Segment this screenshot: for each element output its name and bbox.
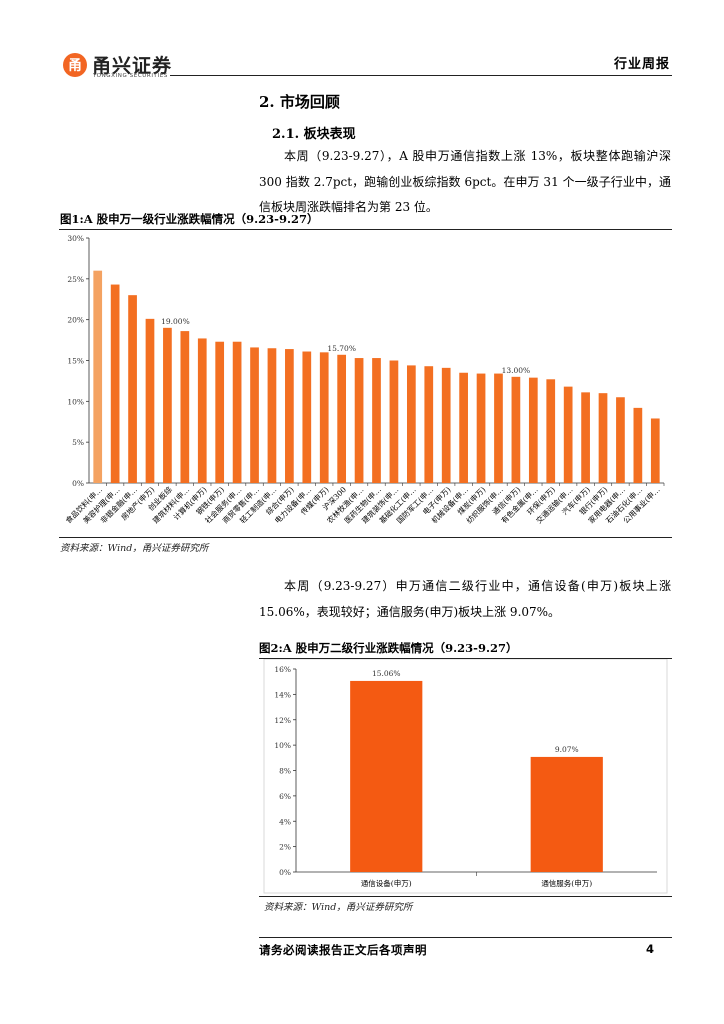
figure1-y-tick-label: 20% (67, 316, 84, 325)
figure1-bar (650, 418, 660, 483)
figure1-bar (581, 392, 590, 483)
figure1-bar (424, 366, 434, 483)
logo-text-en: YONGXING SECURITIES (93, 73, 168, 79)
figure1-bar (250, 347, 259, 483)
figure1-bar (511, 376, 521, 483)
figure1-bar (319, 352, 329, 483)
figure1-bar (563, 386, 573, 483)
figure2-y-tick-label: 4% (279, 817, 291, 826)
figure1-bar (546, 379, 556, 483)
figure2-x-tick-label: 通信设备(申万) (361, 878, 412, 888)
figure2-y-tick-label: 14% (274, 690, 291, 699)
figure2-title: 图2:A 股申万二级行业涨跌幅情况（9.23-9.27） (259, 641, 518, 655)
figure2-y-tick-label: 8% (279, 767, 291, 776)
figure2-chart: 0% 2% 4% 6% 8% 10% 12% 14% 16% 通信设备(申万) 通信服务(申万) 1… (263, 659, 668, 894)
figure1-bar (145, 318, 155, 483)
figure1-bar (267, 348, 277, 483)
figure1-bar (337, 354, 347, 483)
logo-text-cn: 甬兴证券 (92, 55, 173, 77)
figure1-bar (494, 373, 503, 483)
figure1-data-label: 13.00% (502, 366, 531, 375)
figure2-bar (350, 680, 423, 872)
figure2-x-tick-label: 通信服务(申万) (541, 878, 592, 888)
figure1-source: 资料来源：Wind，甬兴证券研究所 (60, 543, 209, 554)
figure1-bar (128, 295, 137, 483)
figure1-bar (354, 358, 364, 483)
figure1-chart: 0%5%10%15%20%25%30% 食品饮料(申…美容护理(申…非银金融(申… (63, 234, 665, 525)
header-divider (170, 75, 672, 76)
footer-disclaimer: 请务必阅读报告正文后各项声明 (259, 943, 427, 957)
figure1-y-tick-label: 15% (67, 357, 84, 366)
figure1-bar (528, 377, 538, 483)
figure2-data-label: 15.06% (372, 669, 401, 678)
figure1-bar (110, 284, 120, 483)
figure1-bar (197, 338, 207, 483)
figure1-y-tick-label: 0% (72, 479, 84, 488)
figure1-bar (406, 365, 416, 483)
figure1-bar (232, 341, 242, 483)
figure1-bar (163, 327, 172, 483)
figure2-plot-frame (263, 659, 668, 894)
figure2-bars: 15.06% 9.07% (350, 669, 603, 872)
figure1-bar (389, 360, 399, 483)
figure1-title-rule (59, 229, 672, 230)
figure1-bar (215, 341, 225, 483)
figure1-bottom-rule (59, 537, 672, 538)
figure2-y-tick-label: 12% (274, 716, 291, 725)
figure1-y-tick-label: 10% (67, 397, 84, 406)
page-number: 4 (646, 942, 655, 956)
section-title: 2. 市场回顾 (259, 93, 340, 111)
figure1-bar (372, 358, 381, 483)
figure2-y-tick-label: 6% (279, 792, 291, 801)
figure1-title: 图1:A 股申万一级行业涨跌幅情况（9.23-9.27） (60, 212, 319, 226)
figure1-bar (180, 331, 190, 483)
paragraph-subsector-summary: 本周（9.23-9.27）申万通信二级行业中，通信设备(申万)板块上涨 15.0… (259, 579, 671, 619)
subsection-title: 2.1. 板块表现 (272, 127, 356, 142)
figure2-y-tick-label: 0% (279, 868, 291, 877)
figure1-bar (285, 349, 294, 483)
figure1-bar (93, 270, 103, 483)
figure1-bar (302, 351, 312, 483)
figure1-bar (616, 397, 625, 483)
figure1-bar (598, 393, 608, 483)
figure1-bar (476, 373, 486, 483)
figure1-bars (93, 270, 660, 483)
figure2-bar (530, 756, 603, 872)
figure1-bar (441, 367, 451, 483)
figure2-source: 资料来源：Wind，甬兴证券研究所 (264, 902, 413, 913)
figure1-data-label: 19.00% (161, 317, 190, 326)
figure1-y-tick-label: 25% (67, 275, 84, 284)
company-logo-icon: 甬 (63, 53, 87, 77)
figure1-bar (633, 407, 643, 483)
figure1-data-label: 15.70% (327, 344, 356, 353)
figure2-y-tick-label: 16% (274, 665, 291, 674)
figure1-axes: 0% 5% 10% 15% 20% 25% 30% (67, 234, 665, 488)
report-type-label: 行业周报 (613, 57, 670, 72)
figure1-y-tick-label: 30% (67, 234, 84, 243)
figure2-y-tick-label: 10% (274, 741, 291, 750)
figure1-bar (459, 372, 468, 483)
paragraph-sector-summary: 本周（9.23-9.27），A 股申万通信指数上涨 13%，板块整体跑输沪深 3… (259, 149, 671, 214)
footer-divider (259, 937, 672, 938)
figure2-bottom-rule (259, 896, 672, 897)
figure2-data-label: 9.07% (555, 745, 579, 754)
logo-glyph: 甬 (68, 58, 82, 74)
figure1-y-tick-label: 5% (72, 438, 84, 447)
figure2-y-tick-label: 2% (279, 843, 291, 852)
